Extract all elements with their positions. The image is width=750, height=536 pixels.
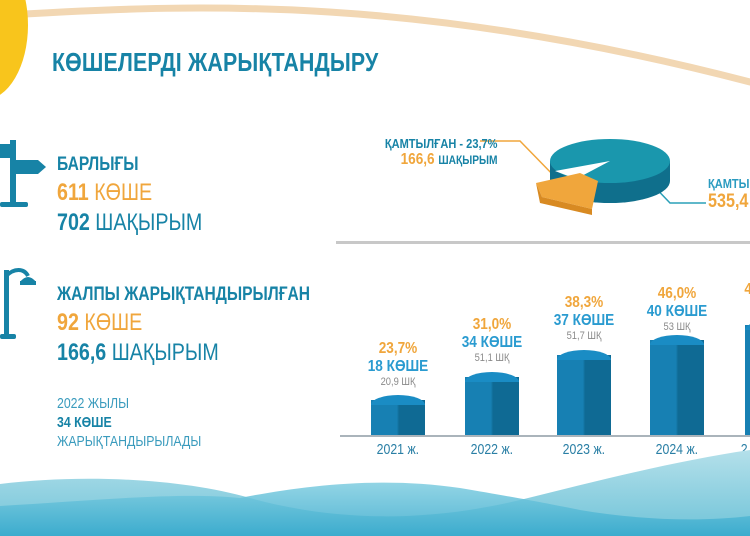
lit-streets: 92 КӨШЕ xyxy=(57,309,143,336)
plan-action: ЖАРЫҚТАНДЫРЫЛАДЫ xyxy=(57,433,202,450)
year-2022: 2022 ж. xyxy=(470,441,514,458)
total-km: 702 ШАҚЫРЫМ xyxy=(57,209,203,236)
pie-covered-label: ҚАМТЫЛҒАН - 23,7% 166,6 ШАҚЫРЫМ xyxy=(384,136,498,168)
lit-km: 166,6 ШАҚЫРЫМ xyxy=(57,339,219,366)
total-stats: БАРЛЫҒЫ 611 КӨШЕ 702 ШАҚЫРЫМ xyxy=(57,152,234,238)
year-2023: 2023 ж. xyxy=(562,441,606,458)
bar-2025-column xyxy=(745,320,750,435)
signpost-icon xyxy=(0,140,46,207)
plan-streets: 34 КӨШЕ xyxy=(57,414,112,431)
lit-stats: ЖАЛПЫ ЖАРЫҚТАНДЫРЫЛҒАН 92 КӨШЕ 166,6 ШАҚ… xyxy=(57,282,366,368)
pie-chart xyxy=(480,139,706,215)
bar-2022: 31,0% 34 КӨШЕ 51,1 ШҚ xyxy=(452,315,532,435)
bar-2024-column xyxy=(650,335,704,435)
year-2024: 2024 ж. xyxy=(655,441,699,458)
total-streets: 611 КӨШЕ xyxy=(57,179,153,206)
bar-2021-column xyxy=(371,395,425,435)
plan-note: 2022 ЖЫЛЫ 34 КӨШЕ ЖАРЫҚТАНДЫРЫЛАДЫ xyxy=(57,394,233,451)
bar-chart-baseline xyxy=(340,435,750,437)
decorative-arc xyxy=(21,4,750,86)
bar-2023-column xyxy=(557,350,611,435)
pie-uncovered-label: ҚАМТЫ 535,4 xyxy=(708,176,750,212)
section-divider xyxy=(336,241,750,244)
page-title: КӨШЕЛЕРДІ ЖАРЫҚТАНДЫРУ xyxy=(52,47,379,77)
year-2025-partial: 2 xyxy=(740,441,748,458)
total-label: БАРЛЫҒЫ xyxy=(57,154,139,175)
street-lamp-icon xyxy=(0,268,36,339)
lit-label: ЖАЛПЫ ЖАРЫҚТАНДЫРЫЛҒАН xyxy=(57,284,311,305)
bar-2025-partial: 4 xyxy=(718,280,750,435)
bar-2022-column xyxy=(465,372,519,435)
bar-2021: 23,7% 18 КӨШЕ 20,9 ШҚ xyxy=(358,339,438,435)
decorative-waves xyxy=(0,450,750,536)
year-2021: 2021 ж. xyxy=(376,441,420,458)
plan-year: 2022 ЖЫЛЫ xyxy=(57,395,129,412)
bar-2024: 46,0% 40 КӨШЕ 53 ШҚ xyxy=(637,284,717,435)
bar-2023: 38,3% 37 КӨШЕ 51,7 ШҚ xyxy=(544,293,624,435)
